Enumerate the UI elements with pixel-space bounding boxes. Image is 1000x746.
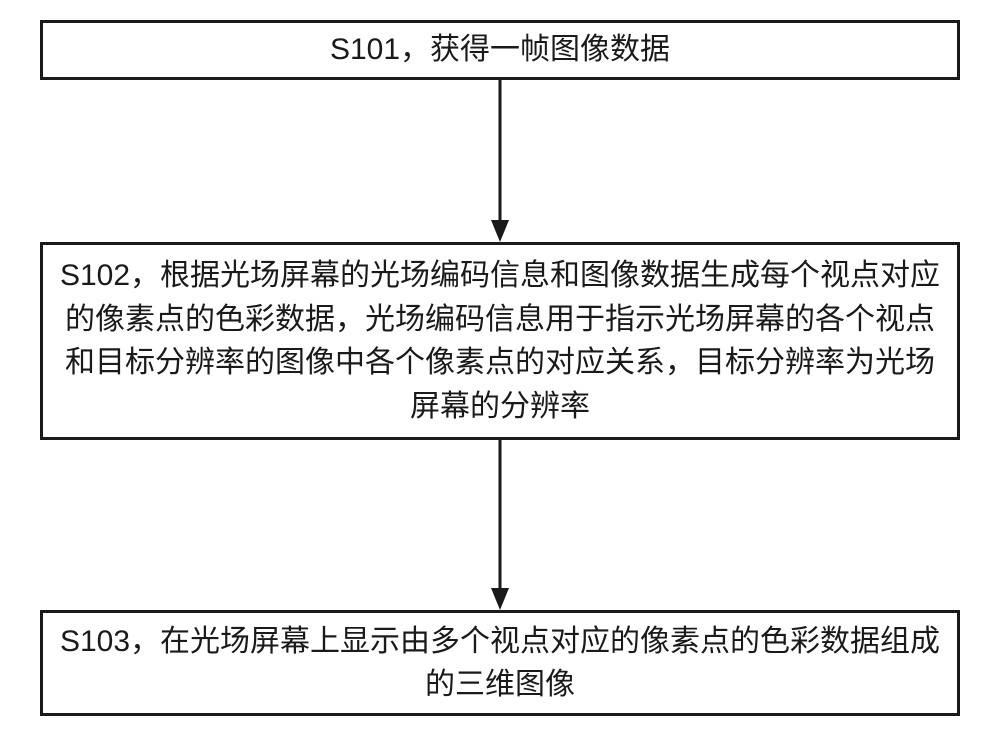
- flowchart-node-s101: S101，获得一帧图像数据: [40, 20, 960, 80]
- flowchart-node-s102: S102，根据光场屏幕的光场编码信息和图像数据生成每个视点对应的像素点的色彩数据…: [40, 242, 960, 440]
- flowchart-node-s103: S103，在光场屏幕上显示由多个视点对应的像素点的色彩数据组成的三维图像: [40, 610, 960, 716]
- flowchart-node-s102-text: S102，根据光场屏幕的光场编码信息和图像数据生成每个视点对应的像素点的色彩数据…: [57, 254, 943, 428]
- flowchart-node-s101-text: S101，获得一帧图像数据: [57, 28, 943, 72]
- flowchart-edge-s102-s103: [482, 440, 518, 610]
- flowchart-node-s103-text: S103，在光场屏幕上显示由多个视点对应的像素点的色彩数据组成的三维图像: [57, 620, 943, 707]
- flowchart-edge-s101-s102: [482, 80, 518, 242]
- flowchart-canvas: S101，获得一帧图像数据 S102，根据光场屏幕的光场编码信息和图像数据生成每…: [0, 0, 1000, 746]
